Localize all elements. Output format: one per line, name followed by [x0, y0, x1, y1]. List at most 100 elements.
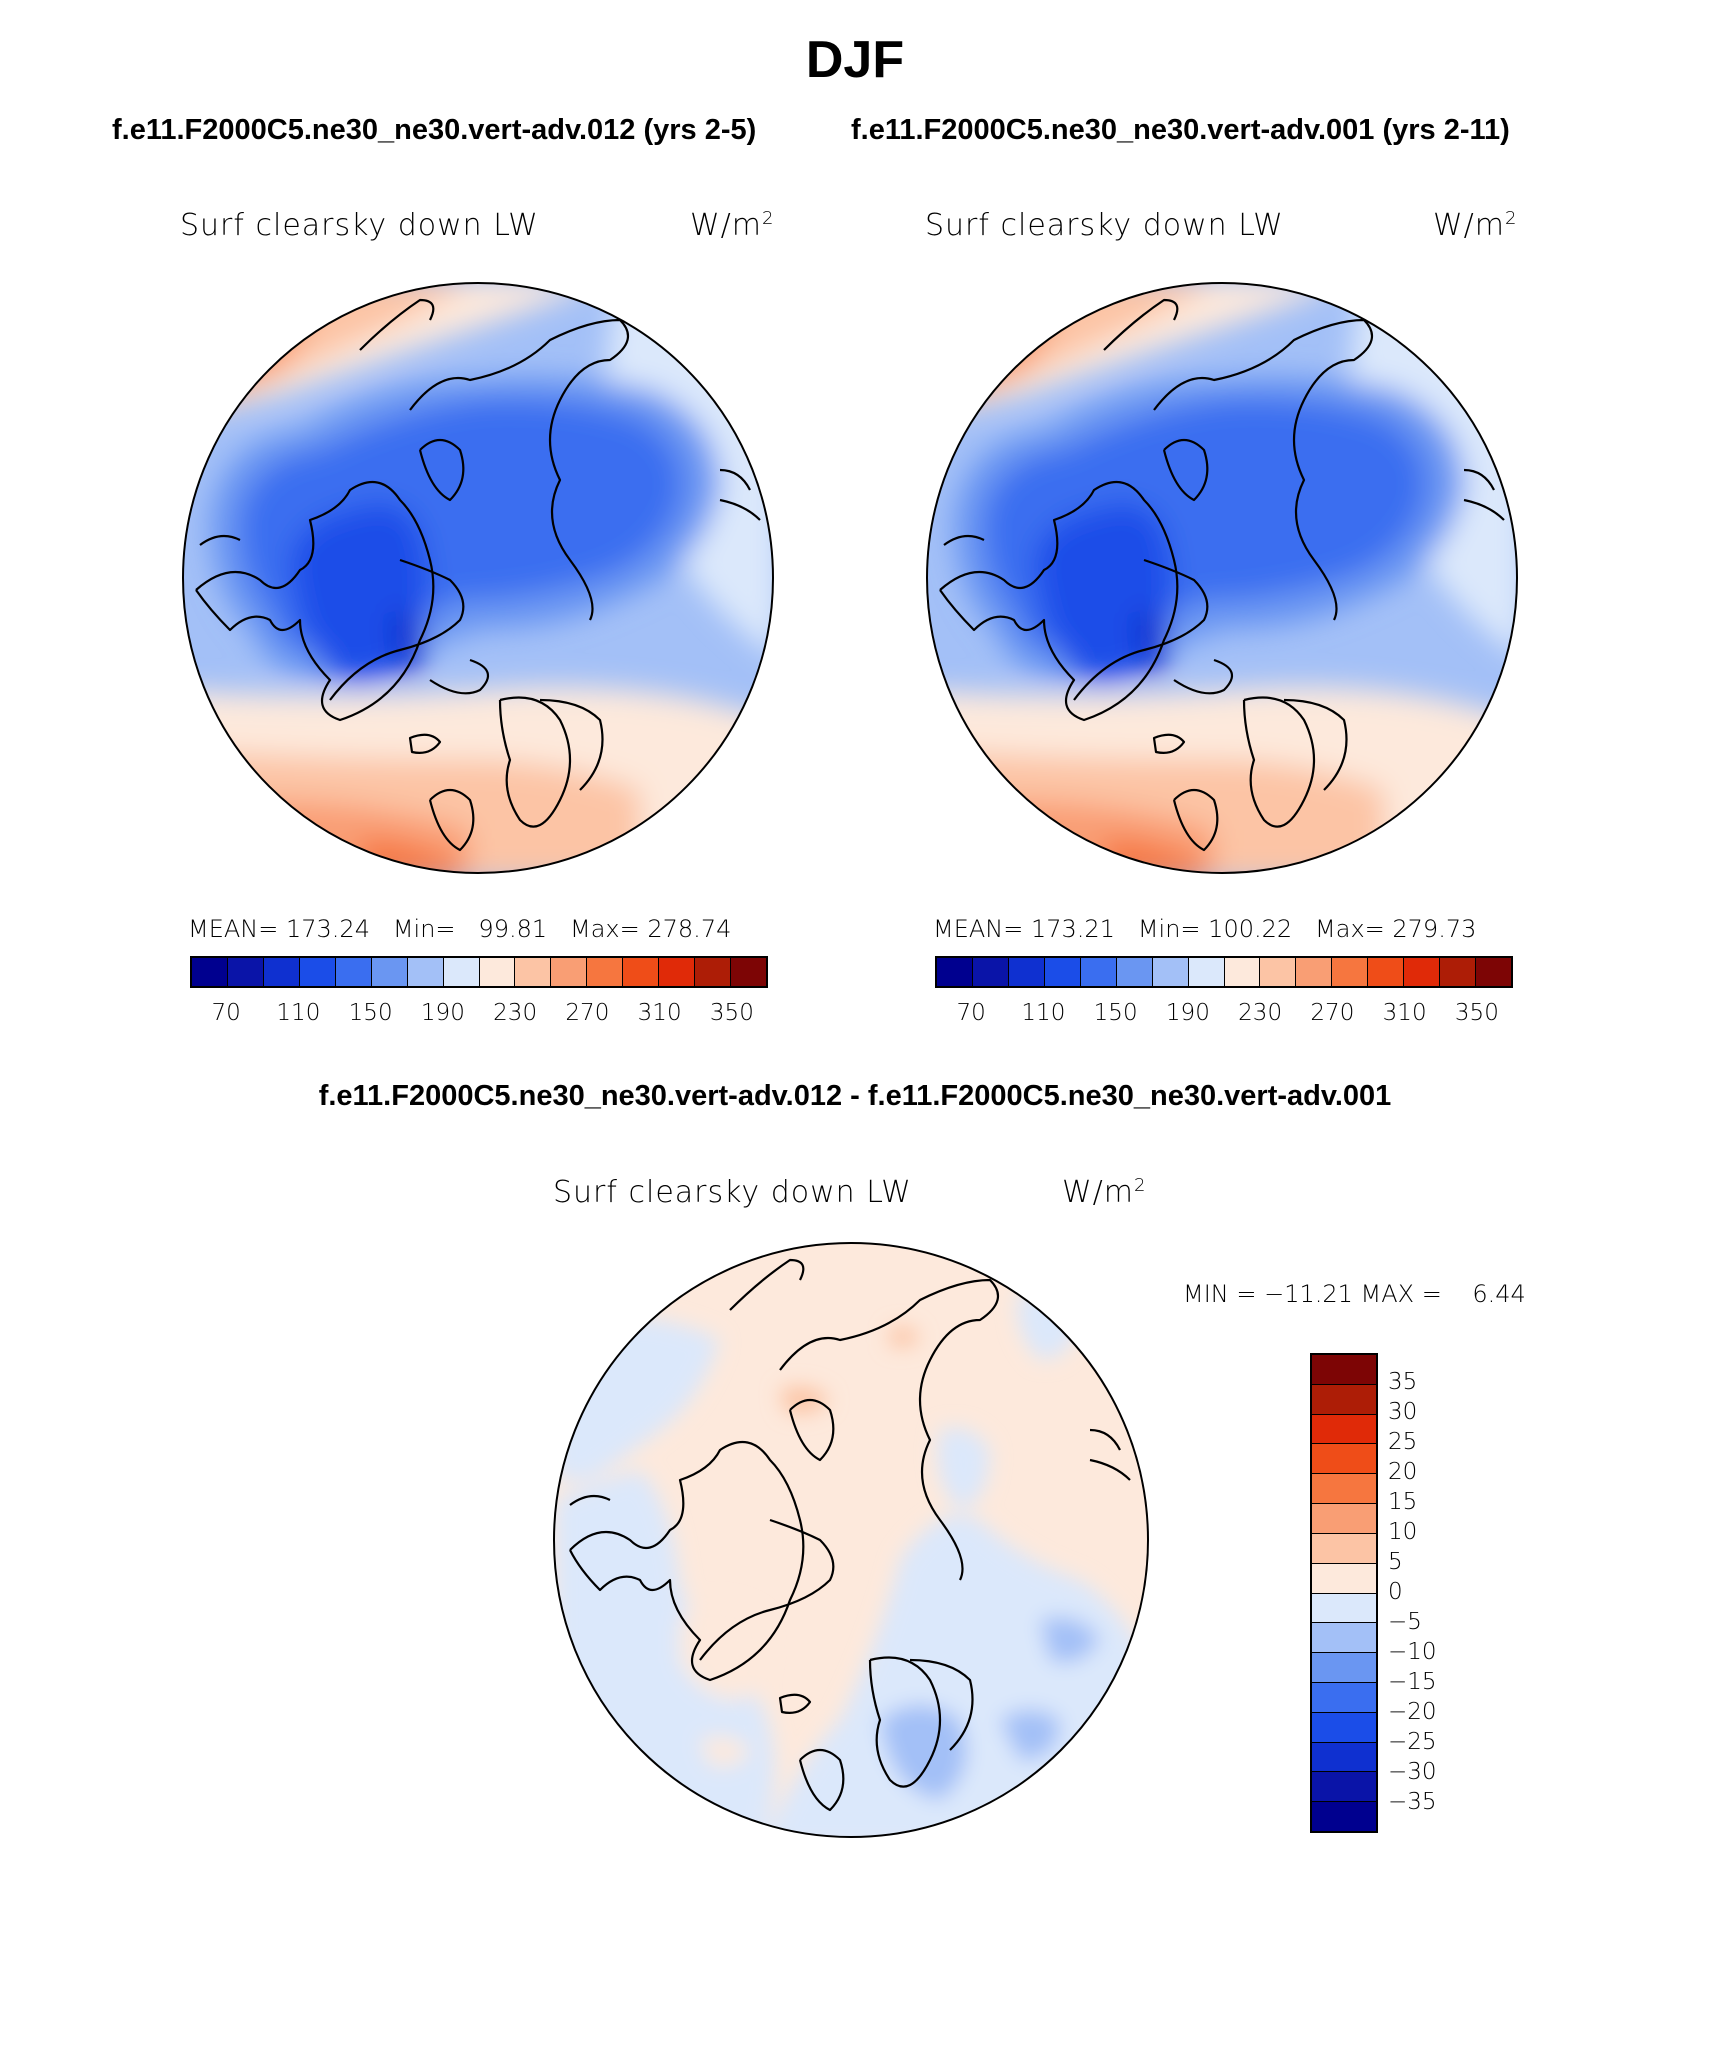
colorbar-swatch — [443, 958, 480, 986]
colorbar-swatch — [371, 958, 408, 986]
colorbar-tick-label: 150 — [1093, 1000, 1138, 1026]
colorbar-tick-label: −30 — [1388, 1759, 1437, 1785]
colorbar-swatch — [299, 958, 336, 986]
colorbar-swatch — [1188, 958, 1225, 986]
panel-2-stats: MEAN= 173.21 Min= 100.22 Max= 279.73 — [933, 915, 1477, 943]
colorbar-swatch — [1476, 958, 1511, 986]
colorbar-tick-label: 190 — [420, 1000, 465, 1026]
colorbar-swatch — [227, 958, 264, 986]
colorbar-swatch — [551, 958, 588, 986]
panel-1-subtitle: f.e11.F2000C5.ne30_ne30.vert-adv.012 (yr… — [112, 114, 757, 146]
colorbar-swatch — [695, 958, 732, 986]
colorbar-swatch — [731, 958, 766, 986]
colorbar-swatch — [192, 958, 228, 986]
panel-1-units-label: W/m2 — [690, 208, 775, 243]
colorbar-swatch — [1312, 1802, 1376, 1831]
colorbar-tick-label: −10 — [1388, 1639, 1437, 1665]
colorbar-tick-label: 110 — [1021, 1000, 1066, 1026]
panel-1-colorbar — [190, 956, 768, 988]
colorbar-swatch — [1312, 1653, 1376, 1683]
colorbar-swatch — [1312, 1533, 1376, 1564]
colorbar-tick-label: 30 — [1388, 1399, 1418, 1425]
colorbar-tick-label: 15 — [1388, 1489, 1418, 1515]
panel-2-subtitle: f.e11.F2000C5.ne30_ne30.vert-adv.001 (yr… — [851, 114, 1510, 146]
colorbar-swatch — [1368, 958, 1405, 986]
colorbar-tick-label: 270 — [565, 1000, 610, 1026]
colorbar-swatch — [335, 958, 372, 986]
colorbar-swatch — [407, 958, 444, 986]
colorbar-swatch — [1080, 958, 1117, 986]
colorbar-tick-label: 230 — [1238, 1000, 1283, 1026]
panel-2-colorbar-ticks: 70 110 150 190 230 270 310 350 — [935, 1000, 1513, 1030]
diff-colorbar — [1310, 1353, 1378, 1833]
colorbar-swatch — [1312, 1682, 1376, 1713]
panel-2-units-label: W/m2 — [1433, 208, 1518, 243]
colorbar-tick-label: 20 — [1388, 1459, 1418, 1485]
colorbar-tick-label: 190 — [1165, 1000, 1210, 1026]
colorbar-swatch — [1404, 958, 1441, 986]
colorbar-swatch — [1312, 1444, 1376, 1475]
colorbar-tick-label: 70 — [211, 1000, 241, 1026]
figure-title: DJF — [805, 31, 905, 89]
colorbar-tick-label: 350 — [1454, 1000, 1499, 1026]
colorbar-swatch — [479, 958, 516, 986]
colorbar-swatch — [1152, 958, 1189, 986]
colorbar-tick-label: 150 — [348, 1000, 393, 1026]
colorbar-swatch — [1224, 958, 1261, 986]
panel-1-stats: MEAN= 173.24 Min= 99.81 Max= 278.74 — [188, 915, 732, 943]
colorbar-tick-label: 5 — [1388, 1549, 1403, 1575]
colorbar-tick-label: 10 — [1388, 1519, 1418, 1545]
colorbar-tick-label: 25 — [1388, 1429, 1418, 1455]
colorbar-tick-label: −15 — [1388, 1669, 1437, 1695]
colorbar-swatch — [515, 958, 552, 986]
panel-2-variable-label: Surf clearsky down LW — [925, 208, 1284, 243]
colorbar-swatch — [972, 958, 1009, 986]
colorbar-swatch — [263, 958, 300, 986]
colorbar-swatch — [1312, 1414, 1376, 1445]
colorbar-swatch — [1296, 958, 1333, 986]
diff-units-label: W/m2 — [1062, 1175, 1147, 1210]
colorbar-swatch — [1044, 958, 1081, 986]
colorbar-swatch — [1440, 958, 1477, 986]
colorbar-swatch — [1312, 1504, 1376, 1534]
colorbar-swatch — [1312, 1623, 1376, 1654]
colorbar-tick-label: 0 — [1388, 1579, 1403, 1605]
colorbar-tick-label: −5 — [1388, 1609, 1422, 1635]
panel-1-variable-label: Surf clearsky down LW — [180, 208, 539, 243]
colorbar-swatch — [1312, 1593, 1376, 1624]
diff-subtitle: f.e11.F2000C5.ne30_ne30.vert-adv.012 - f… — [318, 1080, 1392, 1112]
colorbar-swatch — [659, 958, 696, 986]
colorbar-swatch — [1312, 1742, 1376, 1773]
colorbar-swatch — [1312, 1712, 1376, 1743]
diff-stats: MIN = −11.21 MAX = 6.44 — [1183, 1280, 1526, 1308]
colorbar-tick-label: 310 — [1382, 1000, 1427, 1026]
colorbar-swatch — [1312, 1384, 1376, 1415]
colorbar-swatch — [587, 958, 624, 986]
diff-variable-label: Surf clearsky down LW — [553, 1175, 912, 1210]
colorbar-tick-label: −35 — [1388, 1789, 1437, 1815]
colorbar-swatch — [1332, 958, 1369, 986]
colorbar-tick-label: 310 — [637, 1000, 682, 1026]
panel-1-colorbar-ticks: 70 110 150 190 230 270 310 350 — [190, 1000, 768, 1030]
colorbar-tick-label: 110 — [276, 1000, 321, 1026]
colorbar-swatch — [1312, 1563, 1376, 1594]
colorbar-tick-label: −25 — [1388, 1729, 1437, 1755]
colorbar-swatch — [1260, 958, 1297, 986]
colorbar-swatch — [1312, 1772, 1376, 1803]
colorbar-swatch — [1312, 1355, 1376, 1385]
colorbar-swatch — [1312, 1474, 1376, 1505]
colorbar-swatch — [623, 958, 660, 986]
colorbar-tick-label: 270 — [1310, 1000, 1355, 1026]
colorbar-swatch — [937, 958, 973, 986]
colorbar-swatch — [1116, 958, 1153, 986]
panel-2-colorbar — [935, 956, 1513, 988]
colorbar-tick-label: 35 — [1388, 1369, 1418, 1395]
colorbar-tick-label: 230 — [493, 1000, 538, 1026]
colorbar-tick-label: 350 — [709, 1000, 754, 1026]
colorbar-swatch — [1008, 958, 1045, 986]
colorbar-tick-label: −20 — [1388, 1699, 1437, 1725]
diff-colorbar-ticks: 35 30 25 20 15 10 5 0 −5 −10 −15 −20 −25 −30 −35 — [1388, 1353, 1468, 1833]
